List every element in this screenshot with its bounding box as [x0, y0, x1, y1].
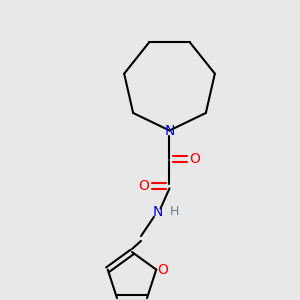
Text: O: O: [190, 152, 200, 166]
Text: O: O: [138, 179, 149, 193]
Text: N: N: [164, 124, 175, 137]
Text: N: N: [152, 205, 163, 218]
Text: H: H: [169, 205, 179, 218]
Text: O: O: [158, 262, 168, 277]
